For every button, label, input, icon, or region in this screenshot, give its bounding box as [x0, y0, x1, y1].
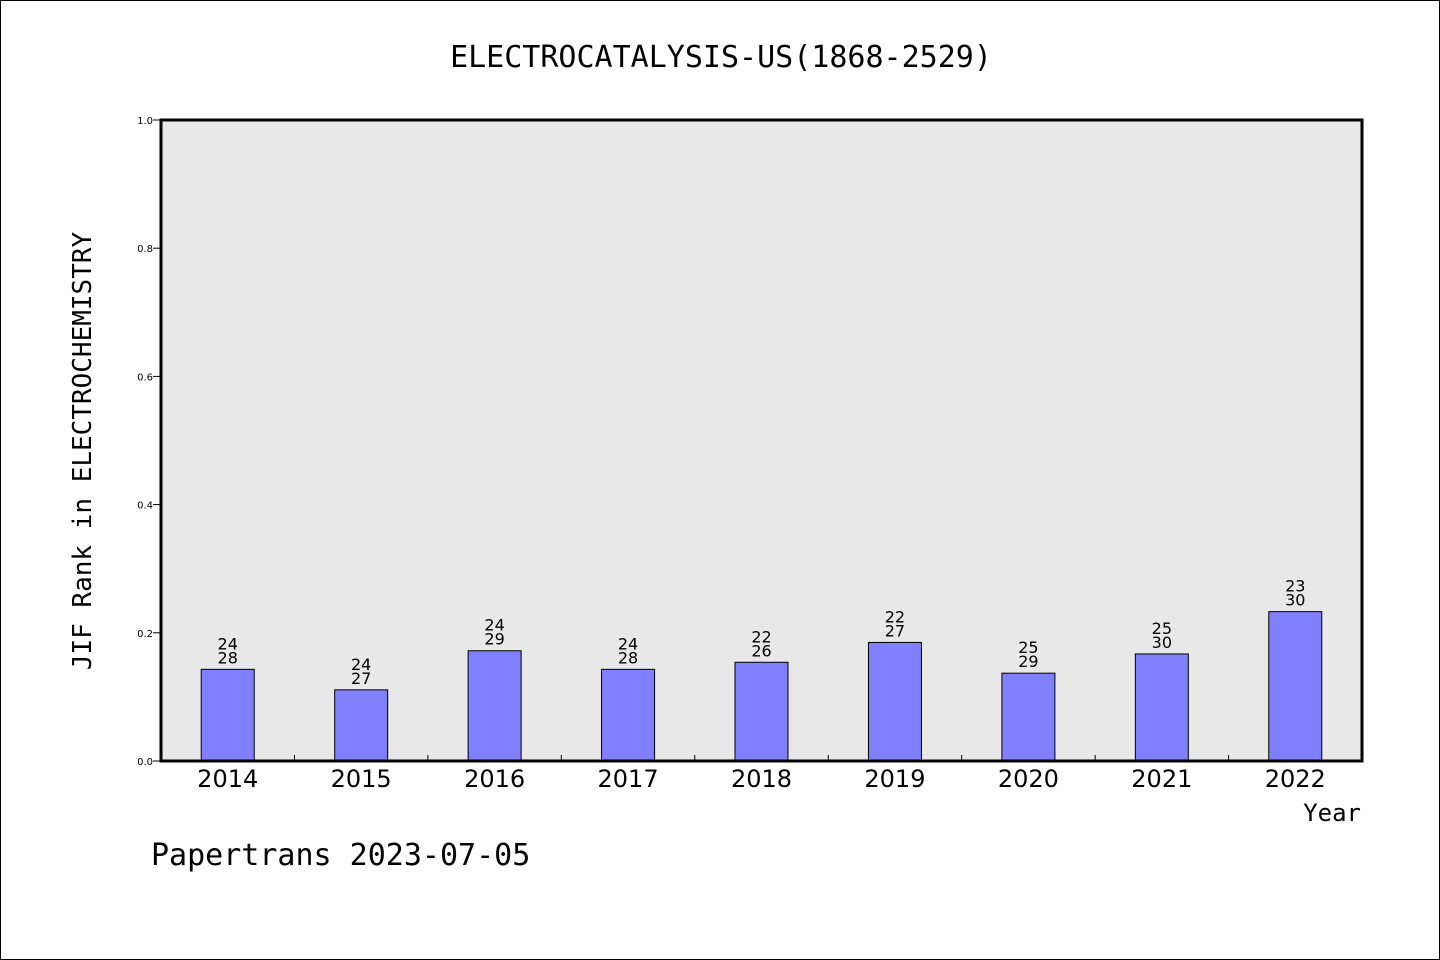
- bar-total-label: 28: [618, 648, 638, 667]
- y-tick-label: 1.0: [137, 116, 153, 127]
- bar-total-label: 29: [1018, 652, 1038, 671]
- bar-total-label: 30: [1285, 591, 1305, 610]
- bar-rank-label: 22: [751, 627, 771, 646]
- bar-total-label: 26: [751, 641, 771, 660]
- x-tick-label: 2019: [864, 765, 925, 793]
- x-tick-label: 2015: [331, 765, 392, 793]
- y-tick-label: 0.0: [137, 757, 153, 768]
- bar-total-label: 30: [1152, 633, 1172, 652]
- bar-2017: [601, 668, 656, 762]
- bar-rank-label: 22: [885, 607, 905, 626]
- bar-total-label: 27: [885, 621, 905, 640]
- x-tick-label: 2014: [197, 765, 258, 793]
- bars: [200, 611, 1323, 762]
- x-tick-label: 2022: [1265, 765, 1326, 793]
- bar-total-label: 27: [351, 669, 371, 688]
- y-axis-label: JIF Rank in ELECTROCHEMISTRY: [68, 232, 98, 671]
- bar-total-label: 29: [484, 630, 504, 649]
- x-tick-label: 2020: [998, 765, 1059, 793]
- bar-2014: [200, 668, 255, 762]
- x-tick-label: 2018: [731, 765, 792, 793]
- bar-total-label: 28: [218, 648, 238, 667]
- bar-rank-label: 25: [1018, 638, 1038, 657]
- y-tick-label: 0.2: [137, 629, 153, 640]
- bar-2019: [867, 641, 922, 762]
- bar-rank-label: 24: [484, 616, 504, 635]
- bar-rank-label: 25: [1152, 619, 1172, 638]
- bar-2020: [1001, 672, 1056, 762]
- bar-2021: [1134, 653, 1189, 762]
- bar-2015: [334, 689, 389, 762]
- bar-2018: [734, 661, 789, 762]
- bar-2022: [1268, 611, 1323, 762]
- bar-rank-label: 24: [351, 655, 371, 674]
- y-axis: 0.0 0.2 0.4 0.6 0.8 1.0: [137, 116, 161, 768]
- x-axis-label: Year: [1303, 799, 1361, 827]
- y-tick-label: 0.6: [137, 372, 153, 383]
- x-tick-label: 2021: [1131, 765, 1192, 793]
- footer-watermark: Papertrans 2023-07-05: [151, 838, 530, 873]
- bar-rank-label: 23: [1285, 577, 1305, 596]
- y-tick-label: 0.8: [137, 244, 153, 255]
- bar-rank-label: 24: [218, 634, 238, 653]
- y-tick-label: 0.4: [137, 501, 153, 512]
- bar-rank-label: 24: [618, 634, 638, 653]
- x-tick-label: 2016: [464, 765, 525, 793]
- chart-title: ELECTROCATALYSIS-US(1868-2529): [450, 40, 992, 75]
- x-tick-label: 2017: [598, 765, 659, 793]
- bar-2016: [467, 650, 522, 762]
- x-axis: 2014 2015 2016 2017 2018 2019 2020 2021 2022: [197, 755, 1326, 793]
- plot-frame: [159, 118, 1364, 763]
